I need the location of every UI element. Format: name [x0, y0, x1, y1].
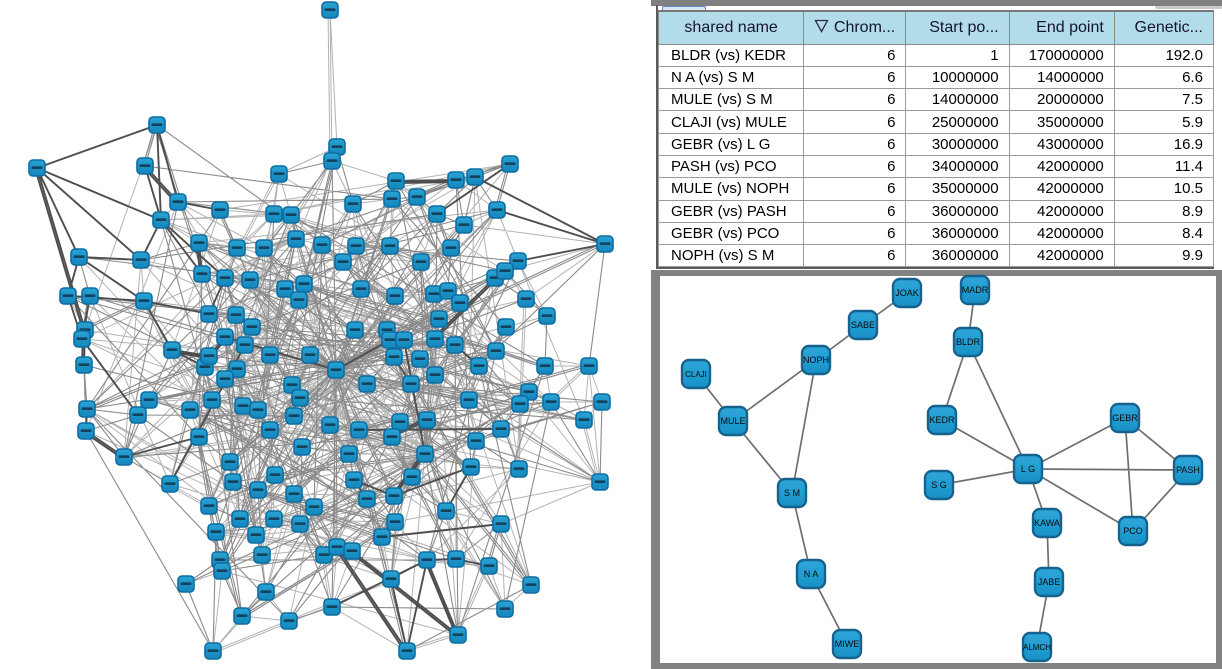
- svg-text:MIWE: MIWE: [835, 639, 860, 649]
- svg-text:BLDR: BLDR: [956, 337, 981, 347]
- svg-text:ALMCH: ALMCH: [1023, 643, 1051, 652]
- svg-text:JABE: JABE: [1038, 577, 1061, 587]
- svg-text:NOPH: NOPH: [803, 355, 829, 365]
- svg-text:PASH: PASH: [1176, 465, 1200, 475]
- svg-text:S M: S M: [784, 488, 800, 498]
- svg-text:KAWA: KAWA: [1034, 518, 1060, 528]
- svg-text:S G: S G: [931, 480, 947, 490]
- svg-text:SABE: SABE: [851, 320, 875, 330]
- svg-text:L G: L G: [1021, 464, 1035, 474]
- svg-text:CLAJI: CLAJI: [685, 370, 707, 379]
- svg-text:GEBR: GEBR: [1112, 413, 1138, 423]
- svg-text:KEDR: KEDR: [929, 415, 955, 425]
- svg-text:N A: N A: [804, 569, 819, 579]
- svg-text:MADR: MADR: [962, 285, 989, 295]
- svg-text:MULE: MULE: [720, 416, 745, 426]
- svg-text:PCO: PCO: [1123, 526, 1143, 536]
- svg-text:JOAK: JOAK: [895, 288, 919, 298]
